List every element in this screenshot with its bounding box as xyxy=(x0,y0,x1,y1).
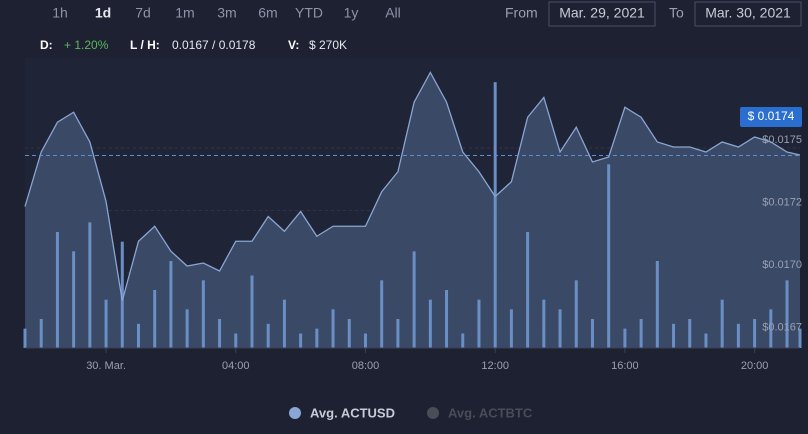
price-line xyxy=(24,71,801,301)
legend-label[interactable]: Avg. ACTBTC xyxy=(448,405,533,420)
volume-bar xyxy=(720,299,724,348)
volume-bar xyxy=(428,299,432,348)
volume-bar xyxy=(218,319,222,348)
range-button[interactable]: 1d xyxy=(95,5,111,21)
volume-bar xyxy=(396,319,400,348)
volume-bar xyxy=(347,319,351,348)
x-tick-label: 30. Mar. xyxy=(86,360,126,372)
volume-bar xyxy=(590,319,594,348)
stat-key: L / H: xyxy=(130,38,160,52)
volume-bar xyxy=(655,261,659,348)
x-tick-label: 16:00 xyxy=(611,360,639,372)
range-button[interactable]: 1m xyxy=(175,5,194,21)
from-input[interactable] xyxy=(548,1,656,27)
to-input[interactable] xyxy=(694,1,802,27)
volume-bar xyxy=(153,290,157,348)
range-button[interactable]: YTD xyxy=(295,5,323,21)
stat-key: V: xyxy=(288,38,299,52)
volume-bar xyxy=(704,333,708,348)
volume-bar xyxy=(672,323,676,348)
range-button[interactable]: 6m xyxy=(258,5,277,21)
x-tick-label: 08:00 xyxy=(352,360,380,372)
volume-bar xyxy=(331,309,335,348)
range-button[interactable]: 7d xyxy=(135,5,151,21)
last-price-box xyxy=(740,107,802,127)
volume-bar xyxy=(542,299,546,348)
y-tick-label: $0.0170 xyxy=(762,259,802,271)
volume-bar xyxy=(736,323,740,348)
x-tick-label: 12:00 xyxy=(481,360,509,372)
y-tick-label: $0.0167 xyxy=(762,321,802,333)
stat-value: $ 270K xyxy=(309,38,347,52)
volume-bar xyxy=(461,333,465,348)
to-label: To xyxy=(669,5,684,21)
y-tick-label: $0.0175 xyxy=(762,134,802,146)
volume-bar xyxy=(55,232,59,348)
volume-bar xyxy=(753,319,757,348)
range-button[interactable]: All xyxy=(385,5,401,21)
volume-bar xyxy=(72,251,76,348)
volume-bar xyxy=(785,280,789,348)
volume-bar xyxy=(120,241,124,348)
volume-bar xyxy=(88,222,92,348)
volume-bar xyxy=(136,323,140,348)
stat-value: 0.0167 / 0.0178 xyxy=(172,38,256,52)
volume-bar xyxy=(185,309,189,348)
volume-bar xyxy=(104,299,108,348)
volume-bar xyxy=(234,333,238,348)
legend-marker[interactable] xyxy=(289,407,301,419)
to-date[interactable]: Mar. 30, 2021 xyxy=(705,5,791,21)
x-tick-label: 20:00 xyxy=(741,360,769,372)
volume-bar xyxy=(169,261,173,348)
x-tick-label: 04:00 xyxy=(222,360,250,372)
volume-bar xyxy=(477,299,481,348)
volume-bar xyxy=(266,323,270,348)
volume-bar xyxy=(412,251,416,348)
y-tick-label: $0.0172 xyxy=(762,196,802,208)
volume-bar xyxy=(558,309,562,348)
range-button[interactable]: 1y xyxy=(344,5,359,21)
volume-bar xyxy=(574,280,578,348)
volume-bar xyxy=(282,299,286,348)
volume-bar xyxy=(798,328,802,348)
legend-label[interactable]: Avg. ACTUSD xyxy=(310,405,395,420)
volume-bar xyxy=(493,82,497,349)
volume-bar xyxy=(509,309,513,348)
volume-bar xyxy=(623,328,627,348)
volume-bar xyxy=(688,319,692,348)
stat-key: D: xyxy=(40,38,53,52)
range-button[interactable]: 3m xyxy=(217,5,236,21)
volume-bar xyxy=(23,328,27,348)
volume-bar xyxy=(315,328,319,348)
volume-bar xyxy=(607,164,611,348)
volume-bar xyxy=(363,333,367,348)
volume-bar xyxy=(380,280,384,348)
from-label: From xyxy=(505,5,538,21)
volume-bar xyxy=(39,319,43,348)
volume-bar xyxy=(526,232,530,348)
volume-bar xyxy=(250,275,254,348)
range-button[interactable]: 1h xyxy=(52,5,68,21)
volume-bar xyxy=(639,319,643,348)
volume-bar xyxy=(769,309,773,348)
price-area xyxy=(25,72,800,348)
volume-bar xyxy=(201,280,205,348)
last-price-label: $ 0.0174 xyxy=(748,109,795,123)
volume-bar xyxy=(299,333,303,348)
legend-marker[interactable] xyxy=(427,407,439,419)
from-date[interactable]: Mar. 29, 2021 xyxy=(559,5,645,21)
stat-value: + 1.20% xyxy=(64,38,109,52)
volume-bar xyxy=(445,290,449,348)
